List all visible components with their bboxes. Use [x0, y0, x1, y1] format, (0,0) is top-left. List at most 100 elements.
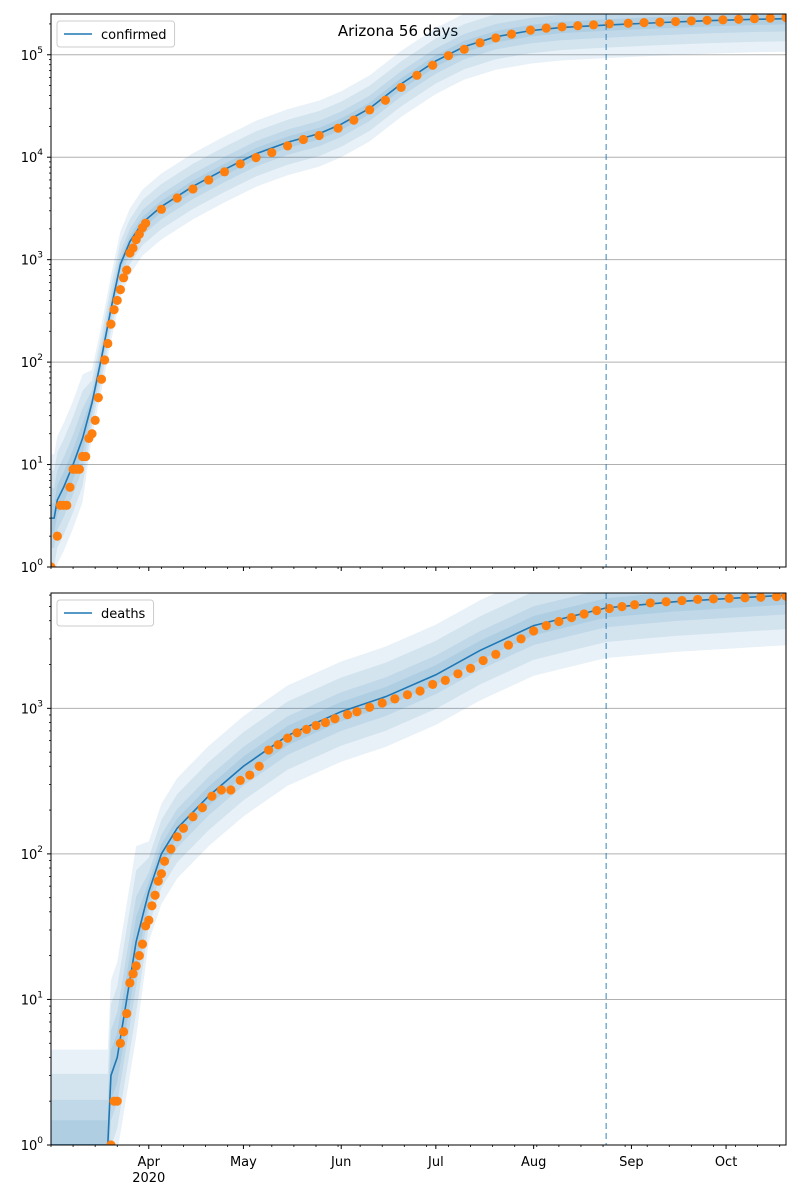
- observed-point: [604, 603, 614, 614]
- observed-point: [415, 686, 425, 696]
- observed-point: [566, 613, 577, 623]
- y-tick-label: 103: [21, 251, 43, 269]
- x-tick-label: Oct: [715, 1155, 737, 1170]
- x-tick-label: May: [230, 1155, 257, 1170]
- observed-point: [235, 159, 245, 169]
- observed-point: [320, 717, 331, 728]
- model-line: [51, 594, 786, 1145]
- observed-point: [592, 605, 602, 616]
- observed-point: [629, 600, 640, 610]
- observed-point: [219, 167, 230, 177]
- observed-point: [465, 663, 476, 673]
- observed-point: [655, 17, 665, 27]
- observed-point: [573, 21, 583, 31]
- observed-point: [292, 728, 302, 738]
- observed-point: [112, 1096, 122, 1106]
- observed-point: [156, 204, 167, 214]
- observed-point: [623, 18, 633, 28]
- observed-point: [128, 243, 138, 253]
- observed-point: [702, 15, 712, 25]
- x-tick-label: Sep: [619, 1155, 644, 1170]
- observed-point: [617, 601, 627, 612]
- observed-point: [765, 14, 775, 23]
- observed-point: [349, 115, 359, 125]
- observed-point: [352, 707, 362, 717]
- observed-point: [125, 978, 135, 988]
- observed-point: [51, 562, 56, 567]
- observed-point: [503, 640, 514, 650]
- observed-point: [90, 415, 100, 425]
- observed-point: [311, 720, 321, 731]
- observed-point: [147, 901, 157, 911]
- observed-point: [412, 70, 422, 80]
- observed-point: [396, 82, 406, 93]
- observed-point: [771, 593, 782, 602]
- uncertainty-band: [51, 14, 786, 566]
- observed-point: [670, 16, 681, 27]
- y-tick-label: 105: [21, 46, 43, 64]
- legend-label: confirmed: [101, 28, 167, 43]
- observed-point: [677, 595, 687, 606]
- observed-point: [81, 451, 91, 462]
- observed-point: [65, 482, 75, 492]
- observed-point: [330, 714, 340, 724]
- observed-point: [491, 33, 501, 43]
- observed-point: [402, 690, 413, 700]
- observed-point: [440, 675, 450, 685]
- observed-point: [491, 649, 501, 659]
- observed-point: [301, 724, 312, 734]
- observed-point: [267, 147, 277, 158]
- observed-point: [734, 14, 744, 24]
- observed-point: [740, 593, 750, 603]
- observed-point: [459, 44, 469, 54]
- chart-title: Arizona 56 days: [338, 22, 459, 40]
- observed-point: [245, 770, 255, 780]
- observed-point: [554, 616, 564, 627]
- observed-point: [226, 785, 236, 795]
- legend: confirmed: [56, 20, 176, 48]
- observed-point: [115, 285, 125, 295]
- y-tick-label: 103: [21, 699, 43, 717]
- y-tick-label: 101: [21, 990, 43, 1008]
- observed-point: [137, 939, 148, 949]
- observed-point: [159, 856, 170, 866]
- observed-point: [153, 876, 163, 886]
- observed-point: [365, 702, 375, 712]
- observed-point: [103, 338, 113, 349]
- x-tick-label: Jul: [427, 1155, 444, 1170]
- legend: deaths: [56, 599, 155, 627]
- observed-point: [172, 193, 182, 203]
- uncertainty-band: [51, 14, 786, 567]
- observed-point: [428, 679, 438, 690]
- observed-point: [264, 745, 274, 755]
- x-tick-label: Aug: [521, 1155, 546, 1170]
- observed-point: [639, 18, 649, 28]
- observed-point: [166, 844, 176, 854]
- observed-point: [516, 634, 526, 644]
- x-tick-label: Apr: [138, 1155, 161, 1170]
- observed-point: [506, 29, 517, 39]
- observed-point: [96, 374, 107, 384]
- y-tick-label: 100: [21, 1136, 44, 1154]
- observed-point: [109, 305, 119, 315]
- observed-point: [106, 1140, 116, 1145]
- observed-point: [314, 130, 324, 141]
- plot-frame: [50, 592, 787, 1146]
- observed-point: [525, 25, 536, 35]
- observed-point: [122, 1008, 132, 1019]
- observed-point: [579, 609, 589, 619]
- observed-point: [150, 890, 160, 900]
- y-tick-label: 102: [21, 845, 43, 863]
- observed-point: [380, 95, 390, 105]
- observed-point: [122, 265, 132, 275]
- observed-point: [115, 1038, 125, 1048]
- observed-point: [377, 698, 387, 708]
- observed-point: [106, 319, 116, 329]
- observed-point: [204, 175, 214, 185]
- observed-point: [781, 14, 786, 23]
- observed-point: [708, 594, 719, 604]
- observed-point: [197, 802, 208, 813]
- observed-point: [718, 15, 728, 25]
